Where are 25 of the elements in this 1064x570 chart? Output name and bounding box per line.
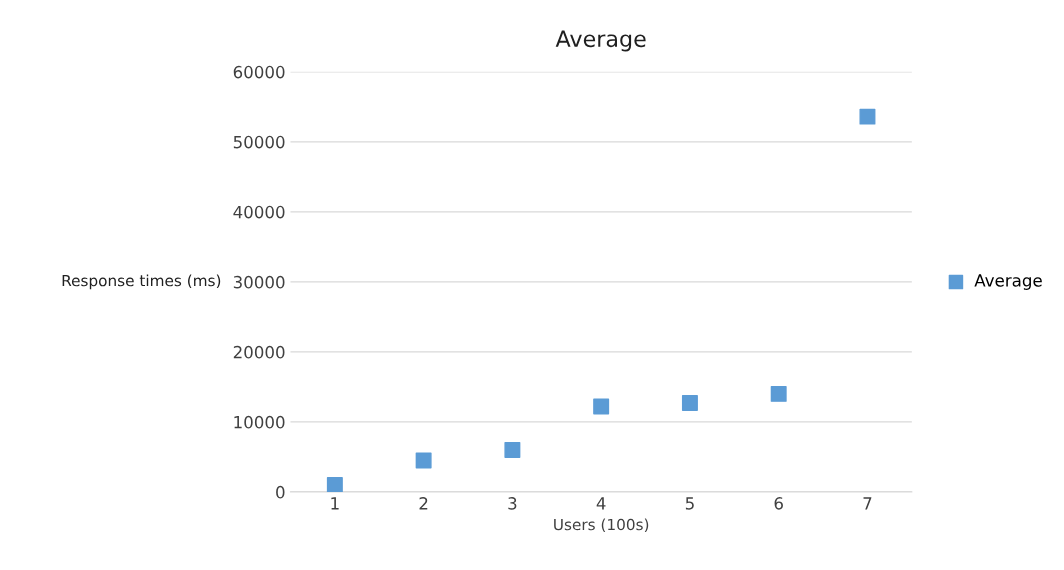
y-tick-label: 10000: [234, 415, 285, 429]
x-tick-label: 7: [863, 497, 872, 510]
point: [415, 452, 432, 469]
point: [681, 395, 698, 411]
y-tick-label: 50000: [233, 135, 285, 149]
y-tick-label: 0: [276, 485, 285, 499]
point: [326, 476, 343, 492]
y-tick-label: 30000: [233, 275, 285, 289]
chart-title: Average: [555, 30, 646, 52]
y-axis-title: Response times (ms): [62, 274, 221, 290]
x-tick-label: 4: [596, 497, 606, 510]
x-tick-label: 6: [774, 497, 783, 510]
point: [504, 441, 521, 458]
y-tick-label: 40000: [233, 205, 285, 219]
legend-label: Average: [974, 274, 1042, 290]
x-tick-label: 2: [419, 497, 428, 510]
point: [770, 385, 787, 402]
point: [859, 108, 876, 125]
x-axis-title: Users (100s): [554, 518, 649, 533]
y-tick-label: 20000: [233, 345, 285, 359]
x-tick-label: 3: [508, 497, 517, 510]
x-tick-label: 1: [331, 497, 339, 510]
point: [593, 398, 610, 415]
x-tick-label: 5: [685, 497, 694, 510]
y-tick-label: 60000: [233, 65, 285, 79]
